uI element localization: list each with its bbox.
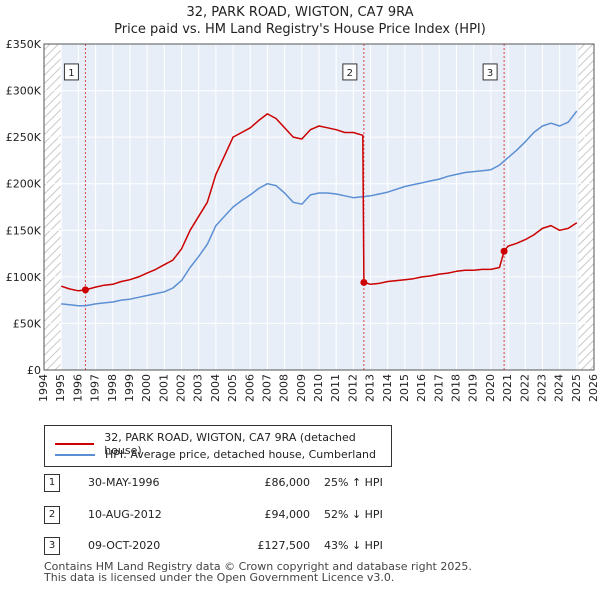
transaction-price: £127,500 <box>257 539 311 552</box>
x-tick-label: 2013 <box>364 374 377 402</box>
transaction-hpi: 52% ↓ HPI <box>324 508 383 521</box>
sale-label-box <box>482 63 498 81</box>
x-tick-label: 1998 <box>106 374 119 402</box>
x-tick-label: 2011 <box>329 374 342 402</box>
y-tick-label: £200K <box>6 178 42 191</box>
x-tick-label: 2014 <box>381 374 394 402</box>
x-tick-label: 1999 <box>123 374 136 402</box>
y-tick-label: £150K <box>6 224 42 237</box>
x-tick-label: 1996 <box>71 374 84 402</box>
sale-point <box>500 247 508 255</box>
x-tick-label: 2015 <box>398 374 411 402</box>
x-tick-label: 2002 <box>175 374 188 402</box>
x-tick-label: 2025 <box>570 374 583 402</box>
x-tick-label: 2016 <box>415 374 428 402</box>
y-tick-label: £350K <box>6 38 42 51</box>
x-tick-label: 2017 <box>432 374 445 402</box>
transaction-date: 10-AUG-2012 <box>88 508 162 521</box>
x-tick-label: 2024 <box>553 374 566 402</box>
sale-label: 2 <box>347 68 353 79</box>
y-tick-label: £300K <box>6 85 42 98</box>
plot-border <box>43 43 595 371</box>
transaction-hpi: 25% ↑ HPI <box>324 476 383 489</box>
y-tick-label: £0 <box>27 364 41 377</box>
transaction-number: 1 <box>44 474 60 492</box>
x-tick-label: 2019 <box>467 374 480 402</box>
x-tick-label: 2007 <box>260 374 273 402</box>
x-tick-label: 2004 <box>209 374 222 402</box>
y-tick-label: £50K <box>13 317 42 330</box>
x-tick-label: 2021 <box>501 374 514 402</box>
transaction-number: 2 <box>44 506 60 524</box>
x-tick-label: 2000 <box>140 374 153 402</box>
x-tick-label: 2022 <box>518 374 531 402</box>
sale-label-box <box>63 63 79 81</box>
transaction-date: 09-OCT-2020 <box>88 539 161 552</box>
x-tick-label: 2010 <box>312 374 325 402</box>
transaction-date: 30-MAY-1996 <box>88 476 160 489</box>
sale-label-box <box>342 63 358 81</box>
legend-label-property: 32, PARK ROAD, WIGTON, CA7 9RA (detached… <box>104 431 356 457</box>
sale-point <box>81 286 89 294</box>
transaction-hpi: 43% ↓ HPI <box>324 539 383 552</box>
price-chart: 1 2 3 £0 £50K £100K £150K £200K £250K £300K £350K… <box>6 38 600 402</box>
y-tick-label: £250K <box>6 131 42 144</box>
x-tick-label: 2018 <box>450 374 463 402</box>
property-price-line <box>60 113 578 292</box>
sale-label: 1 <box>68 68 74 79</box>
x-tick-label: 2001 <box>157 374 170 402</box>
x-tick-label: 2020 <box>484 374 497 402</box>
x-tick-label: 2005 <box>226 374 239 402</box>
legend-label-hpi: HPI: Average price, detached house, Cumb… <box>105 448 377 461</box>
x-tick-label: 2009 <box>295 374 308 402</box>
x-tick-label: 1997 <box>89 374 102 402</box>
footer-licence: This data is licensed under the Open Gov… <box>44 571 395 584</box>
legend-swatch-property <box>55 443 95 445</box>
hpi-line <box>61 110 578 307</box>
hatched-region <box>578 44 594 370</box>
x-tick-label: 2006 <box>243 374 256 402</box>
transaction-number: 3 <box>44 537 60 555</box>
legend-item-property: 32, PARK ROAD, WIGTON, CA7 9RA (detached… <box>55 431 391 457</box>
legend-item-hpi: HPI: Average price, detached house, Cumb… <box>55 448 376 461</box>
x-tick-label: 2008 <box>278 374 291 402</box>
x-tick-label: 2012 <box>346 374 359 402</box>
x-tick-label: 1994 <box>37 374 50 402</box>
chart-title: 32, PARK ROAD, WIGTON, CA7 9RA <box>186 5 414 20</box>
transaction-price: £94,000 <box>264 508 311 521</box>
footer-copyright: Contains HM Land Registry data © Crown c… <box>44 560 472 573</box>
sale-point <box>360 278 368 286</box>
chart-subtitle: Price paid vs. HM Land Registry's House … <box>114 22 486 37</box>
legend-swatch-hpi <box>55 453 95 456</box>
hatched-region <box>44 44 62 370</box>
x-tick-label: 2026 <box>587 374 600 402</box>
x-tick-label: 2023 <box>535 374 548 402</box>
x-tick-label: 1995 <box>54 374 67 402</box>
x-tick-label: 2003 <box>192 374 205 402</box>
sale-label: 3 <box>487 68 493 79</box>
y-tick-label: £100K <box>6 271 42 284</box>
transaction-price: £86,000 <box>264 476 311 489</box>
legend: 32, PARK ROAD, WIGTON, CA7 9RA (detached… <box>44 425 392 467</box>
